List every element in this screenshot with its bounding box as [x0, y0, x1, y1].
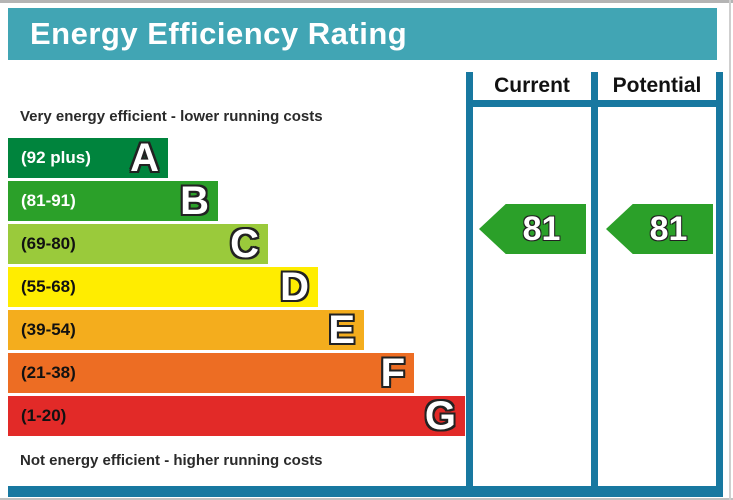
potential-column-right-border — [716, 72, 723, 490]
band-letter: D — [280, 265, 309, 309]
band-range-label: (21-38) — [21, 363, 76, 382]
right-edge-line — [729, 0, 731, 500]
band-c: (69-80) C — [8, 224, 268, 264]
band-letter: F — [380, 351, 405, 395]
band-letter: B — [180, 179, 209, 223]
band-letter: E — [328, 308, 355, 352]
band-f: (21-38) F — [8, 353, 414, 393]
bottom-note: Not energy efficient - higher running co… — [20, 452, 323, 469]
band-range-label: (1-20) — [21, 406, 67, 425]
column-header-underline — [466, 100, 723, 107]
band-range-label: (55-68) — [21, 277, 76, 296]
column-divider — [591, 72, 598, 490]
band-range-label: (92 plus) — [21, 148, 91, 167]
potential-rating-value: 81 — [649, 209, 688, 248]
band-range-label: (69-80) — [21, 234, 76, 253]
bottom-frame-bar — [8, 486, 723, 497]
band-d: (55-68) D — [8, 267, 318, 307]
current-column-header: Current — [494, 74, 570, 97]
band-a: (92 plus) A — [8, 138, 168, 178]
current-rating-arrow: 81 — [479, 204, 586, 254]
current-column-left-border — [466, 72, 473, 490]
band-g: (1-20) G — [8, 396, 465, 436]
top-note: Very energy efficient - lower running co… — [20, 108, 323, 125]
potential-column-header: Potential — [612, 74, 702, 97]
title-bar: Energy Efficiency Rating — [8, 8, 717, 60]
bottom-edge-line — [0, 498, 733, 500]
band-b: (81-91) B — [8, 181, 218, 221]
band-letter: G — [424, 394, 456, 438]
band-letter: A — [130, 136, 159, 180]
potential-rating-arrow: 81 — [606, 204, 713, 254]
band-letter: C — [230, 222, 259, 266]
top-edge-line — [0, 0, 733, 3]
current-rating-value: 81 — [522, 209, 561, 248]
band-range-label: (81-91) — [21, 191, 76, 210]
band-e: (39-54) E — [8, 310, 364, 350]
rating-bands: (92 plus) A (81-91) B (69-80) C (55-68) D (39-54… — [8, 138, 465, 439]
page-title: Energy Efficiency Rating — [30, 16, 408, 51]
band-range-label: (39-54) — [21, 320, 76, 339]
